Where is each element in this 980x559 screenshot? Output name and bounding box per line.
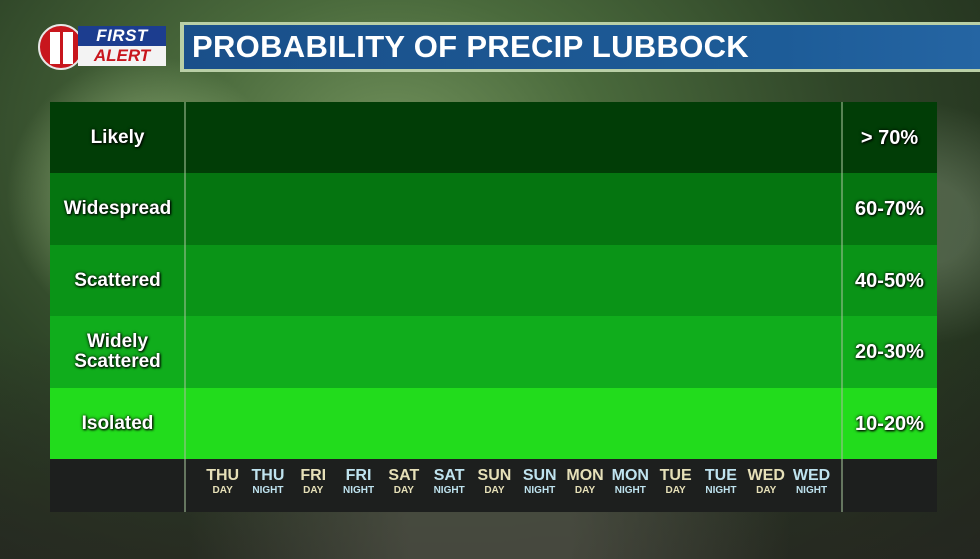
page-title: PROBABILITY OF PRECIP LUBBOCK xyxy=(184,25,980,69)
row-plot-area xyxy=(185,102,842,174)
period-label: FRI NIGHT xyxy=(342,467,375,496)
row-range: 40-50% xyxy=(855,269,924,292)
period-label: TUE DAY xyxy=(659,467,692,496)
row-label: Likely xyxy=(90,127,145,148)
period-label: SAT DAY xyxy=(388,467,420,496)
row-range: > 70% xyxy=(860,126,919,149)
row-plot-area xyxy=(185,388,842,460)
row-likely: Likely > 70% xyxy=(50,102,937,174)
right-divider xyxy=(841,102,843,512)
left-divider xyxy=(184,102,186,512)
row-plot-area xyxy=(185,245,842,317)
row-plot-area xyxy=(185,316,842,388)
row-label: Scattered xyxy=(74,270,161,291)
row-label: Isolated xyxy=(81,413,154,434)
row-range: 60-70% xyxy=(855,197,924,220)
period-label: THU DAY xyxy=(206,467,240,496)
logo-circle-icon xyxy=(38,24,84,70)
period-label: MON NIGHT xyxy=(611,467,649,496)
period-label: THU NIGHT xyxy=(251,467,285,496)
row-widespread: Widespread 60-70% xyxy=(50,173,937,245)
row-label: Widespread xyxy=(63,198,172,219)
first-alert-logo: FIRST ALERT xyxy=(38,24,168,74)
logo-alert-text: ALERT xyxy=(78,46,166,66)
precip-chart: Likely > 70% Widespread 60-70% Scattered… xyxy=(50,102,937,512)
period-axis: THU DAY THU NIGHT FRI DAY FRI NIGHT SAT DAY S… xyxy=(50,459,937,512)
row-label: Widely Scattered xyxy=(74,331,161,372)
period-label: SAT NIGHT xyxy=(433,467,465,496)
period-label: WED DAY xyxy=(747,467,785,496)
period-label: FRI DAY xyxy=(300,467,327,496)
channel-11-icon xyxy=(49,32,75,64)
period-label: SUN NIGHT xyxy=(522,467,557,496)
row-range: 20-30% xyxy=(855,340,924,363)
row-isolated: Isolated 10-20% xyxy=(50,388,937,460)
row-range: 10-20% xyxy=(855,412,924,435)
period-label: WED NIGHT xyxy=(792,467,831,496)
period-label: SUN DAY xyxy=(477,467,512,496)
logo-first-text: FIRST xyxy=(78,26,166,46)
row-scattered: Scattered 40-50% xyxy=(50,245,937,317)
title-bar: PROBABILITY OF PRECIP LUBBOCK xyxy=(180,22,980,72)
period-label: TUE NIGHT xyxy=(704,467,737,496)
row-widely-scattered: Widely Scattered 20-30% xyxy=(50,316,937,388)
row-plot-area xyxy=(185,173,842,245)
period-label: MON DAY xyxy=(566,467,604,496)
